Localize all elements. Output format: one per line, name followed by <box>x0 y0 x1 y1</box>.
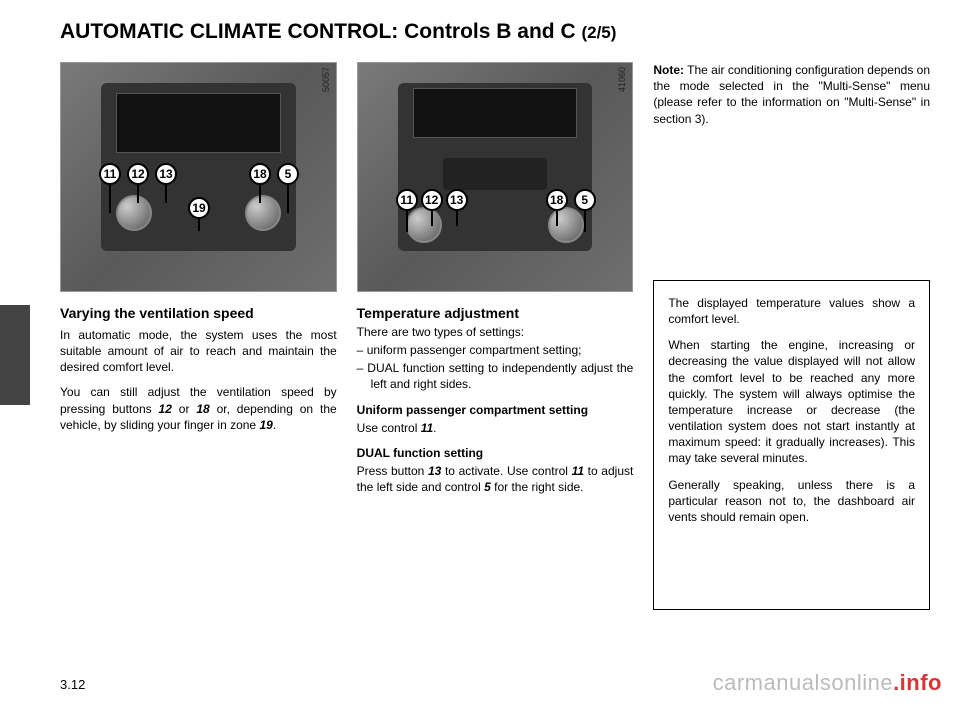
col2-ref-11: 11 <box>421 421 433 435</box>
side-tab <box>0 305 30 405</box>
callout-18: 18 <box>249 163 271 185</box>
col1-p2-d: . <box>273 418 276 432</box>
callout-line <box>137 185 139 203</box>
watermark: carmanualsonline.info <box>713 670 942 696</box>
col2-sub2-b: to activate. Use control <box>441 464 571 478</box>
col1-p1: In automatic mode, the system uses the m… <box>60 327 337 376</box>
info-box-p2: When starting the engine, increasing or … <box>668 337 915 467</box>
column-1: 11 12 13 18 5 19 50057 Varying the venti… <box>60 62 337 610</box>
col2-sub1: Uniform passenger compartment setting <box>357 403 588 417</box>
callout-line <box>109 185 111 213</box>
col3-note: Note: The air conditioning configuration… <box>653 62 930 127</box>
figure-1-callouts: 11 12 13 18 5 19 <box>61 63 336 291</box>
col2-li2: DUAL function setting to independently a… <box>357 360 634 392</box>
col2-sub2: DUAL function setting <box>357 446 483 460</box>
col3-spacer <box>653 136 930 266</box>
page-number: 3.12 <box>60 677 85 692</box>
callout-11: 11 <box>99 163 121 185</box>
col1-heading: Varying the ventilation speed <box>60 304 337 323</box>
col2-sub1-a: Use control <box>357 421 421 435</box>
callout-line <box>456 210 458 226</box>
callout-line <box>584 210 586 232</box>
callout-line <box>165 185 167 203</box>
col1-ref-18: 18 <box>196 402 209 416</box>
page-title: AUTOMATIC CLIMATE CONTROL: Controls B an… <box>60 20 930 44</box>
col3-note-text: The air conditioning configuration depen… <box>653 63 930 126</box>
callout-line <box>556 210 558 226</box>
figure-1-number: 50057 <box>320 67 332 92</box>
col1-ref-19: 19 <box>259 418 272 432</box>
watermark-suffix: .info <box>893 670 942 695</box>
title-sub: (2/5) <box>581 23 616 42</box>
col2-intro: There are two types of settings: <box>357 324 634 340</box>
callout-line <box>287 185 289 213</box>
callout-5: 5 <box>277 163 299 185</box>
figure-2: 11 12 13 18 5 41060 <box>357 62 634 292</box>
callout-19: 19 <box>188 197 210 219</box>
col3-note-label: Note: <box>653 63 684 77</box>
col1-ref-12: 12 <box>159 402 172 416</box>
col2-list: uniform passenger compartment setting; D… <box>357 342 634 393</box>
callout-line <box>198 217 200 231</box>
col1-p2-b: or <box>172 402 196 416</box>
figure-2-callouts: 11 12 13 18 5 <box>358 63 633 291</box>
col2-heading: Temperature adjustment <box>357 304 634 323</box>
info-box-p3: Generally speaking, unless there is a pa… <box>668 477 915 526</box>
col2-sub2-p: Press button 13 to activate. Use control… <box>357 463 634 495</box>
callout-5: 5 <box>574 189 596 211</box>
callout-12: 12 <box>127 163 149 185</box>
columns: 11 12 13 18 5 19 50057 Varying the venti… <box>60 62 930 610</box>
figure-1: 11 12 13 18 5 19 50057 <box>60 62 337 292</box>
col2-sub1-p: Use control 11. <box>357 420 634 436</box>
figure-2-number: 41060 <box>616 67 628 92</box>
col2-sub2-d: for the right side. <box>491 480 584 494</box>
col2-ref-5: 5 <box>484 480 491 494</box>
info-box-p1: The displayed temperature values show a … <box>668 295 915 327</box>
col2-sub2-a: Press button <box>357 464 428 478</box>
col2-ref-13: 13 <box>428 464 441 478</box>
callout-line <box>406 210 408 232</box>
col2-li1: uniform passenger compartment setting; <box>357 342 634 358</box>
callout-11: 11 <box>396 189 418 211</box>
callout-13: 13 <box>155 163 177 185</box>
col2-sub1-b: . <box>433 421 436 435</box>
col1-p2: You can still adjust the ventilation spe… <box>60 384 337 433</box>
callout-18: 18 <box>546 189 568 211</box>
column-3: Note: The air conditioning configuration… <box>653 62 930 610</box>
watermark-text: carmanualsonline <box>713 670 893 695</box>
callout-13: 13 <box>446 189 468 211</box>
info-box: The displayed temperature values show a … <box>653 280 930 610</box>
callout-line <box>431 210 433 226</box>
callout-12: 12 <box>421 189 443 211</box>
callout-line <box>259 185 261 203</box>
column-2: 11 12 13 18 5 41060 Temperature adjustme… <box>357 62 634 610</box>
title-main: AUTOMATIC CLIMATE CONTROL: Controls B an… <box>60 20 576 43</box>
col2-ref-11b: 11 <box>572 464 584 478</box>
